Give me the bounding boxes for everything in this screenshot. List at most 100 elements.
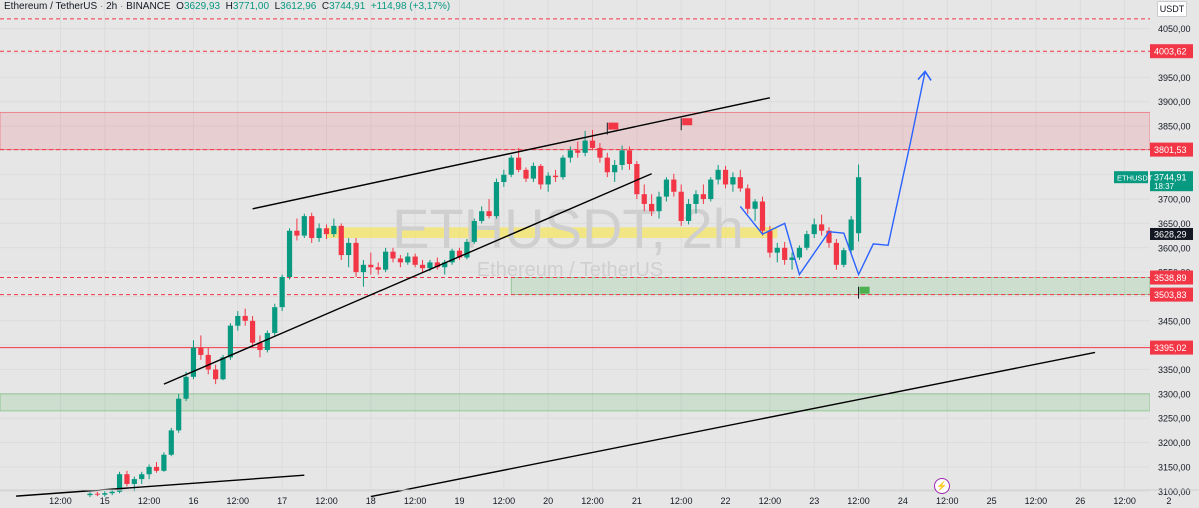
symbol-legend: Ethereum / TetherUS · 2h · BINANCE O3629… (4, 1, 450, 12)
candle-body (205, 354, 211, 370)
candle-body (220, 357, 226, 380)
time-tick-label: 12:00 (404, 496, 427, 506)
time-tick-label: 12:00 (936, 496, 959, 506)
open-value: 3629,93 (183, 1, 221, 12)
candle-body (198, 347, 204, 355)
candle-body (493, 182, 500, 217)
price-tick-label: 3300,00 (1158, 389, 1191, 399)
candle-body (272, 307, 278, 333)
candle-body (774, 247, 780, 253)
candle-body (139, 474, 145, 480)
candle-body (124, 474, 130, 484)
time-tick-label: 12:00 (581, 496, 604, 506)
candle-body (102, 493, 108, 495)
watermark-name: Ethereum / TetherUS (477, 259, 663, 281)
level-price-tag (1150, 142, 1193, 157)
candle-body (360, 264, 367, 273)
candle-body (235, 315, 241, 326)
candle-body (597, 147, 603, 158)
symbol-name[interactable]: Ethereum / TetherUS (4, 1, 98, 12)
candle-body (375, 267, 381, 270)
candle-body (168, 430, 174, 455)
candle-body (190, 347, 197, 377)
time-tick-label: 15 (100, 496, 110, 506)
candle-body (331, 225, 337, 235)
projection-arrow (917, 70, 932, 81)
low-label: L (274, 1, 281, 12)
candle-body (567, 150, 573, 158)
candle-body (405, 256, 411, 263)
candle-body (116, 474, 123, 492)
candle-body (242, 315, 248, 321)
flag-icon (608, 122, 619, 130)
interval[interactable]: 2h (106, 1, 118, 12)
candle-body (656, 196, 662, 212)
candle-body (213, 369, 219, 380)
high-value: 3771,00 (232, 1, 270, 12)
candle-body (737, 177, 743, 189)
level-price-tag (1150, 44, 1193, 59)
candle-body (87, 493, 93, 496)
price-tick-label: 3350,00 (1158, 365, 1191, 375)
time-tick-label: 12:00 (227, 496, 250, 506)
time-tick-label: 12:00 (49, 496, 72, 506)
price-tick-label: 3450,00 (1158, 316, 1191, 326)
high-label: H (225, 1, 233, 12)
time-tick-label: 18 (366, 496, 376, 506)
time-tick-label: 12:00 (493, 496, 516, 506)
candle-body (183, 376, 189, 399)
candle-body (855, 177, 862, 234)
candle-body (338, 225, 344, 256)
time-tick-label: 21 (632, 496, 642, 506)
price-tick-label: 3850,00 (1158, 122, 1191, 132)
flag-icon (859, 286, 870, 294)
price-label-box (1150, 171, 1193, 192)
time-tick-label: 12:00 (1025, 496, 1048, 506)
time-tick-label: 22 (721, 496, 731, 506)
candle-body (427, 262, 433, 269)
candle-body (434, 262, 440, 268)
price-axis[interactable]: 3100,00 3150,00 3200,00 3250,00 3300,00 3350,… (1114, 0, 1199, 508)
price-label-value: 3628,29 (1154, 229, 1187, 239)
level-price-tag-label: 4003,62 (1154, 47, 1187, 57)
candle-body (819, 224, 825, 231)
currency-button[interactable]: USDT (1157, 1, 1187, 17)
candle-body (419, 264, 426, 269)
time-tick-label: 25 (987, 496, 997, 506)
time-tick-label: 2 (1166, 496, 1171, 506)
candle-body (752, 201, 758, 209)
candle-body (146, 466, 152, 475)
price-tick-label: 3900,00 (1158, 97, 1191, 107)
candle-body (131, 479, 137, 484)
candle-body (582, 140, 588, 153)
candle-body (153, 466, 160, 471)
candle-body (471, 220, 477, 242)
level-price-tag-label: 3538,89 (1154, 273, 1187, 283)
watermark-ticker: ETHUSDT, 2h (392, 197, 744, 260)
price-tick-label: 3100,00 (1158, 487, 1191, 497)
candle-body (530, 165, 536, 179)
candle-body (383, 251, 389, 270)
candle-body (464, 241, 470, 258)
level-price-tag-label: 3801,53 (1154, 145, 1187, 155)
lightning-icon[interactable]: ⚡ (934, 478, 950, 494)
candle-body (626, 150, 633, 164)
close-label: C (321, 1, 330, 12)
projection-path (739, 71, 926, 277)
level-price-tag (1150, 287, 1193, 302)
candle-body (316, 228, 322, 239)
time-tick-label: 26 (1075, 496, 1085, 506)
time-tick-label: 17 (277, 496, 287, 506)
candle-body (612, 164, 618, 173)
time-tick-label: 12:00 (1113, 496, 1136, 506)
time-axis[interactable]: 12:00 15 12:00 16 12:00 17 12:00 18 12:00 19 12:00… (0, 489, 1199, 506)
candle-body (309, 216, 315, 239)
candle-body (94, 493, 100, 495)
price-tick-label: 3150,00 (1158, 462, 1191, 472)
time-tick-label: 12:00 (670, 496, 693, 506)
candle-body (486, 211, 492, 217)
candles-layer (87, 129, 862, 498)
price-label-countdown: 18:37 (1154, 182, 1175, 191)
